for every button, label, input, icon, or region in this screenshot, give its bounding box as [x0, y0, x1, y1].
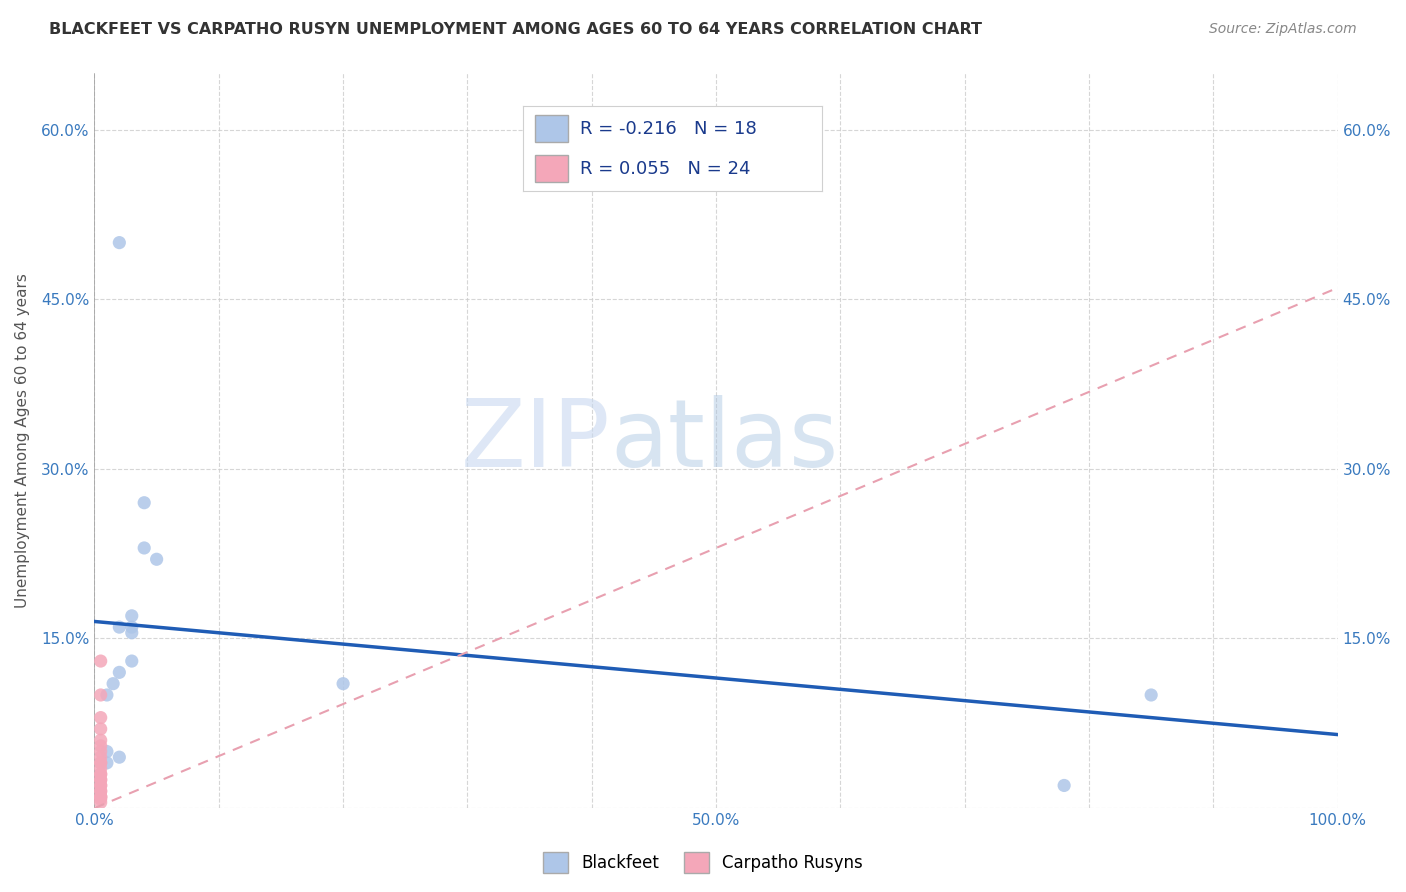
Point — [90, 779, 112, 793]
Point — [90, 772, 112, 787]
Point — [90, 792, 112, 806]
Point — [96, 745, 118, 759]
Point — [90, 733, 112, 747]
Point — [90, 756, 112, 770]
Point — [121, 608, 143, 623]
Point — [90, 722, 112, 736]
Point — [90, 739, 112, 753]
Point — [90, 784, 112, 798]
Point — [108, 620, 131, 634]
Text: atlas: atlas — [610, 394, 838, 486]
Point — [90, 654, 112, 668]
Point — [90, 789, 112, 804]
Point — [90, 750, 112, 764]
Point — [90, 745, 112, 759]
Point — [90, 779, 112, 793]
Point — [121, 625, 143, 640]
Point — [134, 541, 156, 555]
Text: ZIP: ZIP — [461, 394, 610, 486]
Point — [1053, 779, 1076, 793]
Point — [90, 688, 112, 702]
Point — [121, 620, 143, 634]
Point — [96, 756, 118, 770]
Point — [90, 772, 112, 787]
Point — [90, 762, 112, 776]
Point — [1140, 688, 1163, 702]
Point — [121, 654, 143, 668]
Text: BLACKFEET VS CARPATHO RUSYN UNEMPLOYMENT AMONG AGES 60 TO 64 YEARS CORRELATION C: BLACKFEET VS CARPATHO RUSYN UNEMPLOYMENT… — [49, 22, 983, 37]
Point — [90, 784, 112, 798]
Point — [96, 688, 118, 702]
Legend: Blackfeet, Carpatho Rusyns: Blackfeet, Carpatho Rusyns — [536, 846, 870, 880]
Point — [108, 235, 131, 250]
Point — [332, 676, 354, 690]
Point — [90, 767, 112, 781]
Point — [90, 710, 112, 724]
Point — [101, 676, 124, 690]
Point — [134, 496, 156, 510]
Y-axis label: Unemployment Among Ages 60 to 64 years: Unemployment Among Ages 60 to 64 years — [15, 273, 30, 608]
Point — [90, 756, 112, 770]
Point — [90, 789, 112, 804]
Point — [90, 796, 112, 810]
Point — [108, 665, 131, 680]
Point — [90, 767, 112, 781]
Point — [90, 789, 112, 804]
Point — [108, 750, 131, 764]
Point — [145, 552, 167, 566]
Text: Source: ZipAtlas.com: Source: ZipAtlas.com — [1209, 22, 1357, 37]
